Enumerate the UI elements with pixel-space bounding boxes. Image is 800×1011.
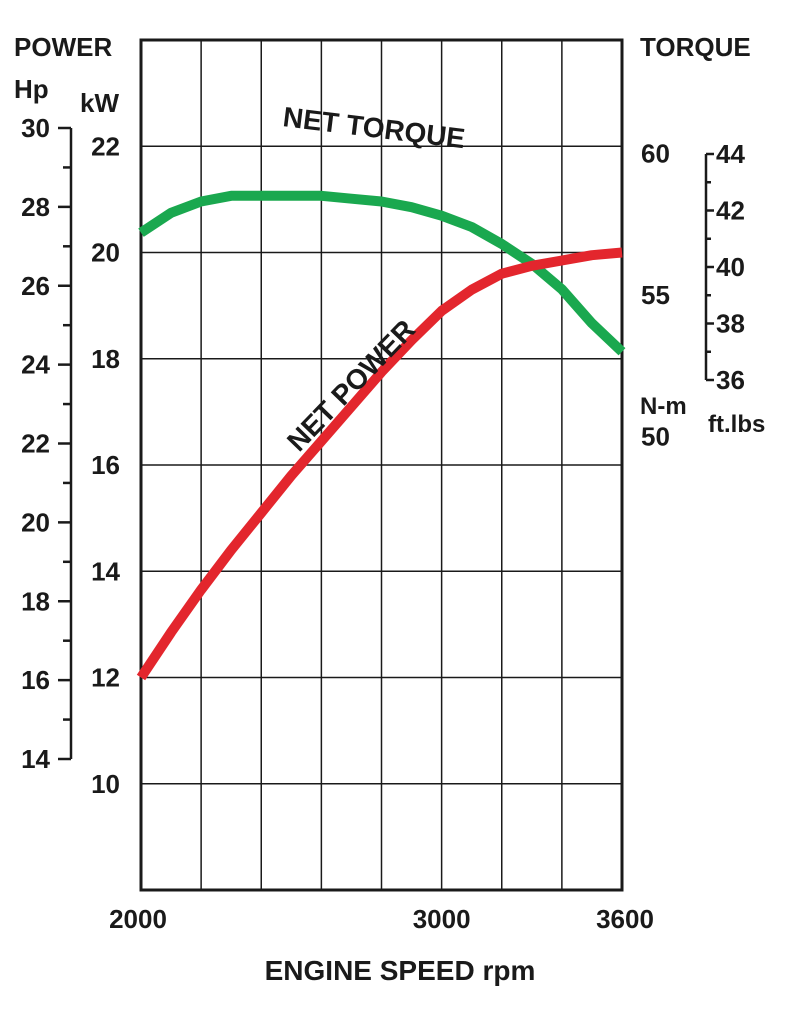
kw-tick-label: 10 — [91, 769, 120, 799]
kw-tick-label: 22 — [91, 131, 120, 161]
nm-tick-label: 55 — [641, 280, 670, 310]
x-axis: 2000 3000 3600 — [109, 904, 654, 934]
hp-unit-label: Hp — [14, 74, 49, 104]
kw-tick-label: 16 — [91, 450, 120, 480]
grid — [141, 40, 622, 890]
hp-tick-label: 16 — [21, 665, 50, 695]
ftlbs-tick-label: 40 — [716, 252, 745, 282]
hp-tick-label: 24 — [21, 350, 50, 380]
x-axis-label: ENGINE SPEED rpm — [265, 955, 536, 986]
hp-tick-label: 20 — [21, 507, 50, 537]
hp-tick-label: 14 — [21, 744, 50, 774]
net-power-series-label: NET POWER — [281, 314, 421, 458]
nm-tick-label: 50 — [641, 422, 670, 452]
ftlbs-tick-label: 42 — [716, 196, 745, 226]
plot-frame — [139, 38, 624, 892]
kw-tick-label: 18 — [91, 344, 120, 374]
ftlbs-unit-label: ft.lbs — [708, 411, 765, 438]
net-torque-line — [138, 190, 626, 356]
torque-axis-title: TORQUE — [640, 32, 751, 62]
kw-tick-label: 20 — [91, 238, 120, 268]
net-power-line — [136, 247, 623, 681]
nm-tick-label: 60 — [641, 138, 670, 168]
ftlbs-tick-label: 44 — [716, 139, 745, 169]
ftlbs-tick-label: 38 — [716, 309, 745, 339]
kw-tick-label: 14 — [91, 556, 120, 586]
kw-unit-label: kW — [80, 88, 119, 118]
x-tick-label: 2000 — [109, 904, 167, 934]
nm-unit-label: N-m — [640, 393, 687, 420]
hp-tick-label: 22 — [21, 429, 50, 459]
x-tick-label: 3000 — [413, 904, 471, 934]
ftlbs-tick-label: 36 — [716, 365, 745, 395]
hp-axis: 14 16 18 20 22 24 26 28 30 — [21, 113, 73, 774]
power-axis-title: POWER — [14, 32, 112, 62]
kw-tick-label: 12 — [91, 663, 120, 693]
nm-axis: 50 55 60 — [641, 138, 670, 451]
hp-tick-label: 30 — [21, 113, 50, 143]
ftlbs-axis: 36 38 40 42 44 — [704, 139, 745, 395]
x-tick-label: 3600 — [596, 904, 654, 934]
kw-axis: 10 12 14 16 18 20 22 — [91, 131, 120, 799]
hp-tick-label: 18 — [21, 586, 50, 616]
hp-tick-label: 26 — [21, 271, 50, 301]
hp-tick-label: 28 — [21, 192, 50, 222]
